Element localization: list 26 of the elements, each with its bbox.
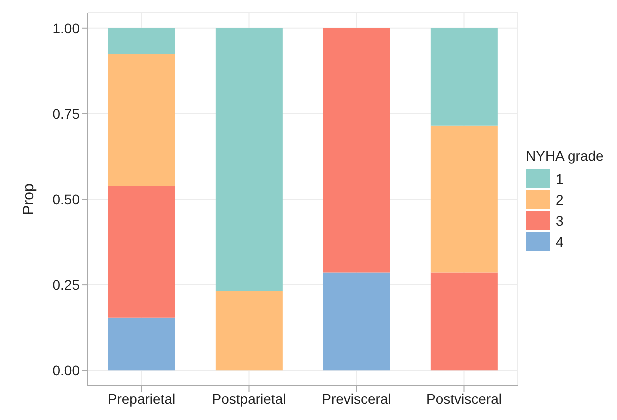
legend-title: NYHA grade — [526, 148, 604, 164]
legend-label: 2 — [556, 192, 564, 208]
y-tick-label: 0.25 — [52, 277, 80, 294]
x-tick-label: Preparietal — [108, 390, 176, 407]
y-tick-label: 0.00 — [52, 362, 80, 379]
bar — [108, 28, 176, 54]
bar — [216, 292, 283, 371]
bar — [216, 28, 283, 292]
x-tick-label: Postvisceral — [426, 390, 502, 407]
y-tick-label: 0.75 — [52, 106, 80, 122]
legend-label: 1 — [556, 170, 564, 186]
bar — [430, 272, 498, 371]
y-axis-title: Prop — [20, 184, 38, 216]
bar — [108, 186, 176, 318]
bar — [430, 126, 498, 273]
y-tick-label: 0.50 — [52, 191, 80, 208]
bar — [323, 28, 390, 273]
bar — [108, 318, 176, 371]
legend-label: 4 — [556, 234, 564, 250]
y-tick-label: 1.00 — [52, 20, 80, 36]
bar — [430, 28, 498, 126]
bar — [108, 54, 176, 186]
x-tick-label: Postparietal — [212, 390, 286, 407]
bar — [323, 272, 390, 371]
x-tick-label: Previsceral — [322, 390, 392, 407]
legend-label: 3 — [556, 212, 564, 228]
